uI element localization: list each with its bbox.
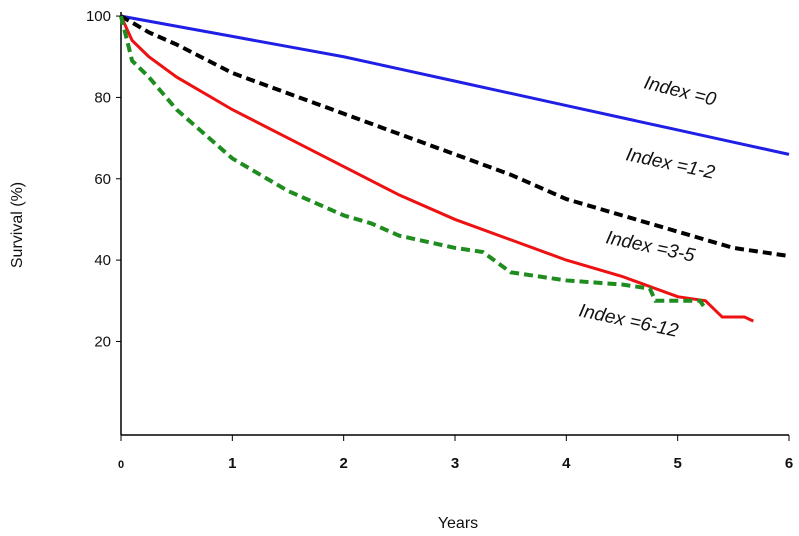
- x-tick-label: 2: [339, 455, 347, 472]
- y-tick-label: 80: [94, 89, 111, 106]
- series-line: [119, 14, 790, 259]
- x-tick-label: 1: [228, 455, 236, 472]
- series-line: [119, 15, 754, 323]
- series-label: Index =6-12: [577, 300, 680, 342]
- x-tick-label: 5: [673, 455, 681, 472]
- series-line: [119, 15, 708, 311]
- series-label: Index =1-2: [624, 144, 717, 183]
- x-tick-label: 6: [785, 455, 793, 472]
- y-tick-label: 60: [94, 171, 111, 188]
- x-tick-label: 4: [562, 455, 571, 472]
- y-tick-label: 20: [94, 333, 111, 350]
- x-axis-label: Years: [438, 515, 478, 532]
- y-tick-label: 40: [94, 252, 111, 269]
- series-label: Index =0: [642, 72, 719, 110]
- x-tick-label: 3: [451, 455, 459, 472]
- y-tick-label: 100: [86, 8, 111, 25]
- y-axis-label: Survival (%): [9, 182, 26, 268]
- x-tick-label: 0: [118, 459, 124, 471]
- series-line: [120, 14, 790, 156]
